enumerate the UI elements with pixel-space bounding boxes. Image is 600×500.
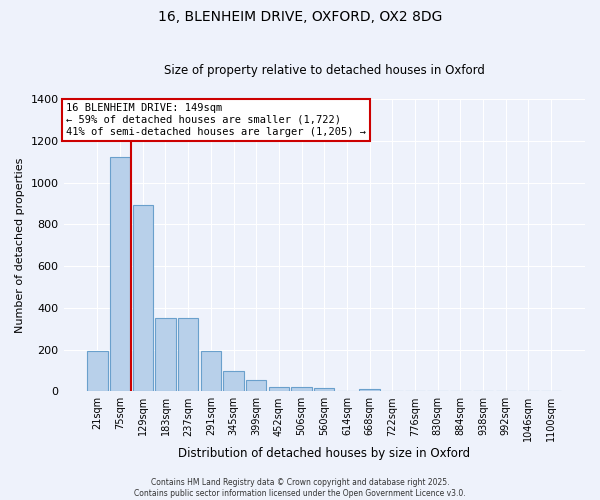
Text: Contains HM Land Registry data © Crown copyright and database right 2025.
Contai: Contains HM Land Registry data © Crown c… [134,478,466,498]
Bar [133,206,153,392]
Bar [246,380,266,392]
Bar [359,389,380,392]
Text: 16, BLENHEIM DRIVE, OXFORD, OX2 8DG: 16, BLENHEIM DRIVE, OXFORD, OX2 8DG [158,10,442,24]
Bar [110,158,130,392]
Bar [87,350,107,392]
Bar [223,372,244,392]
Bar [178,318,199,392]
Bar [200,350,221,392]
X-axis label: Distribution of detached houses by size in Oxford: Distribution of detached houses by size … [178,447,470,460]
Text: 16 BLENHEIM DRIVE: 149sqm
← 59% of detached houses are smaller (1,722)
41% of se: 16 BLENHEIM DRIVE: 149sqm ← 59% of detac… [66,104,366,136]
Y-axis label: Number of detached properties: Number of detached properties [15,158,25,333]
Title: Size of property relative to detached houses in Oxford: Size of property relative to detached ho… [164,64,485,77]
Bar [155,318,176,392]
Bar [314,388,334,392]
Bar [269,387,289,392]
Bar [292,387,312,392]
